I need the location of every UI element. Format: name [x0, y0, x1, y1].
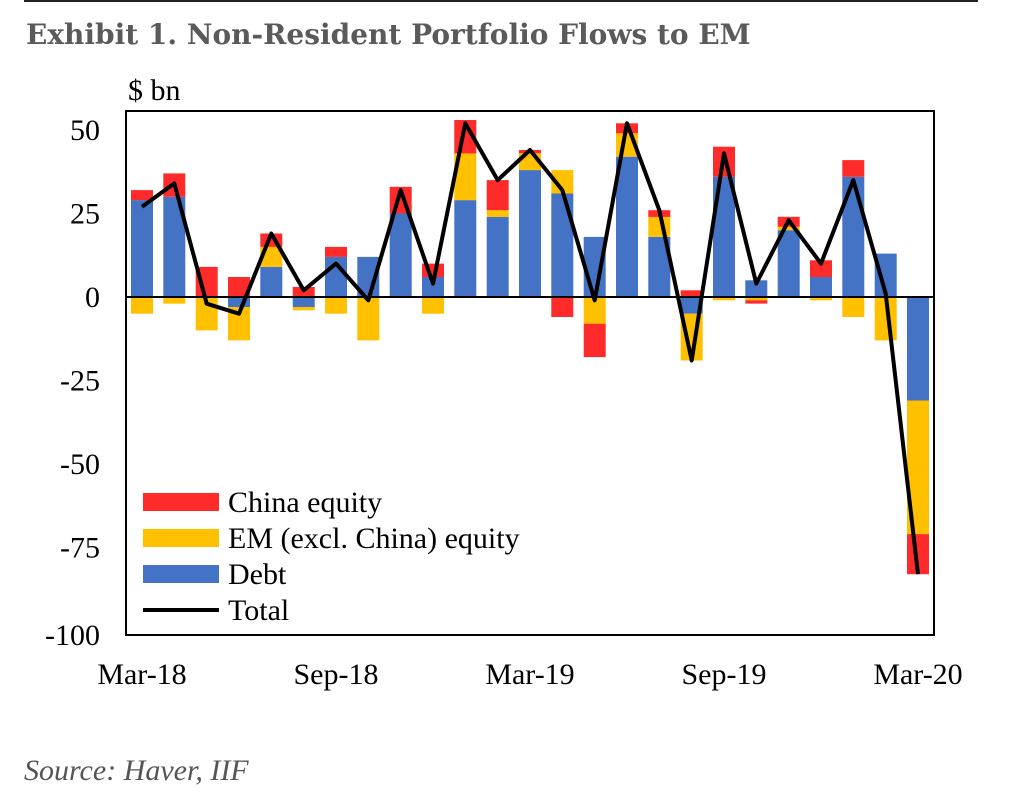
- y-tick-label: -75: [60, 532, 100, 565]
- bar-segment-debt: [745, 280, 768, 297]
- bar-segment-em-excl-china-equity: [551, 170, 574, 194]
- bar-segment-china-equity: [486, 180, 509, 211]
- bar-segment-china-equity: [745, 300, 768, 304]
- bar-segment-em-excl-china-equity: [583, 297, 606, 324]
- bar-segment-china-equity: [325, 246, 347, 257]
- plot-frame: [125, 110, 935, 636]
- bar-segment-debt: [551, 193, 574, 297]
- x-tick-label: Sep-18: [294, 658, 379, 691]
- bar-segment-em-excl-china-equity: [454, 153, 477, 201]
- bar-segment-china-equity: [228, 277, 250, 297]
- bar-segment-em-excl-china-equity: [648, 216, 671, 237]
- x-tick-label: Mar-20: [873, 658, 962, 691]
- bar-segment-em-excl-china-equity: [486, 210, 509, 217]
- legend-label-em-excl-china-equity: EM (excl. China) equity: [228, 522, 520, 555]
- bar-segment-china-equity: [680, 290, 703, 297]
- bar-segment-em-excl-china-equity: [907, 400, 929, 535]
- legend-label-debt: Debt: [228, 558, 287, 591]
- bar-segment-debt: [519, 170, 541, 297]
- source-note: Source: Haver, IIF: [24, 754, 249, 787]
- y-axis-unit-label: $ bn: [128, 74, 181, 107]
- legend-swatch-china-equity: [143, 493, 219, 511]
- bar-segment-em-excl-china-equity: [810, 297, 832, 301]
- bar-segment-debt: [680, 297, 703, 314]
- bar-segment-china-equity: [583, 323, 606, 358]
- y-tick-label: 0: [85, 281, 100, 314]
- bar-segment-debt: [260, 266, 283, 297]
- bar-segment-debt: [713, 176, 735, 297]
- y-tick-label: 50: [70, 114, 100, 147]
- bar-segment-em-excl-china-equity: [357, 297, 380, 341]
- y-tick-labels: 50 25 0 -25 -50 -75 -100: [45, 114, 100, 652]
- bar-segment-em-excl-china-equity: [228, 307, 250, 341]
- bar-segment-em-excl-china-equity: [163, 297, 186, 304]
- x-tick-label: Mar-19: [485, 658, 574, 691]
- bar-segment-china-equity: [907, 534, 929, 575]
- bar-segment-china-equity: [131, 190, 153, 201]
- bar-segment-debt: [228, 297, 250, 307]
- bar-segment-debt: [842, 176, 865, 297]
- y-tick-label: -100: [45, 619, 100, 652]
- bar-segment-debt: [422, 277, 444, 297]
- bar-segment-debt: [163, 196, 186, 297]
- bar-segment-em-excl-china-equity: [131, 297, 153, 314]
- bar-segment-debt: [777, 230, 800, 297]
- bar-segment-debt: [907, 297, 929, 401]
- x-tick-label: Mar-18: [97, 658, 186, 691]
- bar-segment-debt: [874, 253, 897, 297]
- bar-segment-debt: [616, 156, 638, 297]
- bar-segment-debt: [292, 297, 315, 307]
- bar-segment-china-equity: [551, 297, 574, 317]
- bar-segment-debt: [454, 200, 477, 297]
- exhibit-title: Exhibit 1. Non-Resident Portfolio Flows …: [26, 18, 751, 51]
- bar-segment-debt: [131, 200, 153, 297]
- bar-segment-debt: [389, 213, 412, 297]
- bar-segment-debt: [486, 216, 509, 297]
- portfolio-flows-chart: 50 25 0 -25 -50 -75 -100 Mar-18 Sep-18 Mar-19 Sep…: [45, 110, 963, 691]
- legend-label-total: Total: [228, 594, 289, 627]
- x-tick-labels: Mar-18 Sep-18 Mar-19 Sep-19 Mar-20: [97, 658, 962, 691]
- bar-segment-china-equity: [810, 260, 832, 277]
- top-rule: [24, 0, 978, 2]
- bar-segment-em-excl-china-equity: [422, 297, 444, 314]
- y-tick-label: 25: [70, 198, 100, 231]
- bar-segment-em-excl-china-equity: [325, 297, 347, 314]
- bar-segment-china-equity: [842, 160, 865, 177]
- bar-segment-em-excl-china-equity: [292, 307, 315, 311]
- legend-swatch-em-excl-china-equity: [143, 529, 219, 547]
- bar-segment-em-excl-china-equity: [745, 297, 768, 301]
- bar-segment-debt: [810, 277, 832, 297]
- x-tick-label: Sep-19: [682, 658, 767, 691]
- bar-segment-debt: [648, 236, 671, 297]
- legend-label-china-equity: China equity: [228, 486, 382, 519]
- y-tick-label: -25: [60, 365, 100, 398]
- bar-segment-em-excl-china-equity: [777, 226, 800, 231]
- legend-swatch-debt: [143, 565, 219, 583]
- y-tick-label: -50: [60, 448, 100, 481]
- bar-segment-em-excl-china-equity: [842, 297, 865, 317]
- bar-segment-em-excl-china-equity: [713, 297, 735, 301]
- total-series-line: [140, 121, 920, 575]
